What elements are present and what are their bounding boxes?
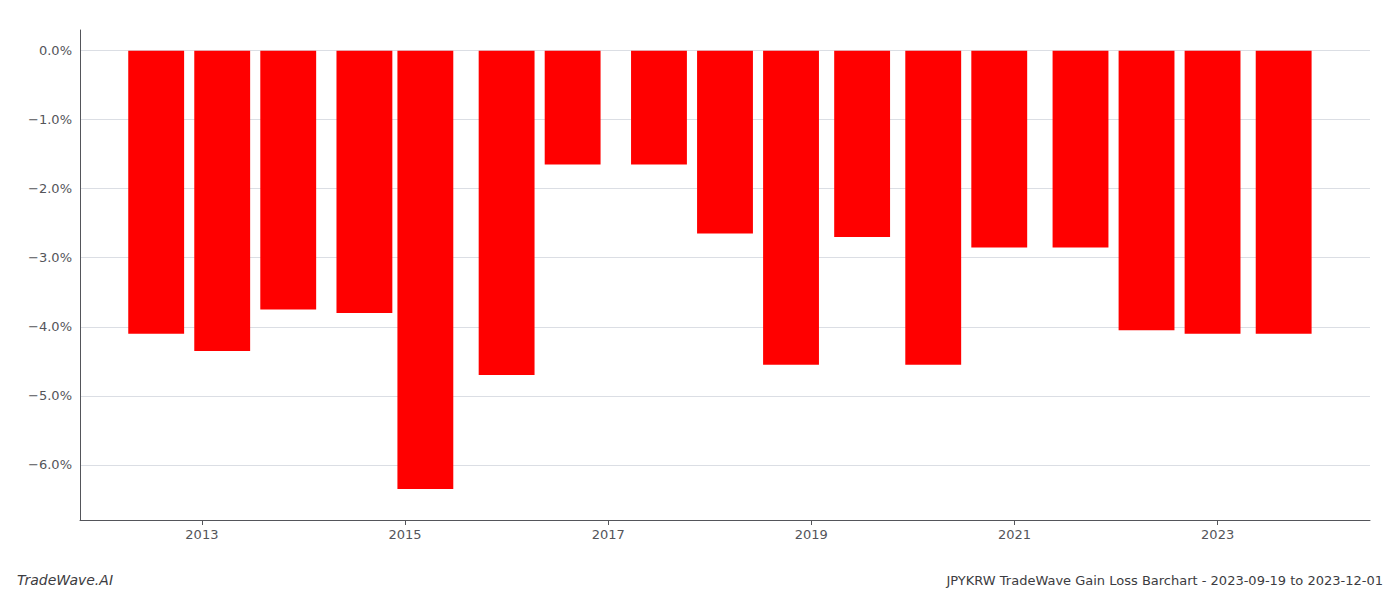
svg-text:−5.0%: −5.0% — [28, 388, 72, 403]
svg-text:−2.0%: −2.0% — [28, 181, 72, 196]
svg-text:−4.0%: −4.0% — [28, 319, 72, 334]
svg-text:−1.0%: −1.0% — [28, 112, 72, 127]
svg-text:JPYKRW TradeWave Gain Loss Bar: JPYKRW TradeWave Gain Loss Barchart - 20… — [945, 573, 1383, 588]
svg-text:2019: 2019 — [795, 527, 828, 542]
svg-text:2015: 2015 — [388, 527, 421, 542]
svg-text:0.0%: 0.0% — [39, 43, 72, 58]
svg-text:TradeWave.AI: TradeWave.AI — [17, 572, 113, 588]
svg-text:2023: 2023 — [1201, 527, 1234, 542]
svg-text:2013: 2013 — [185, 527, 218, 542]
svg-text:−6.0%: −6.0% — [28, 457, 72, 472]
svg-text:2017: 2017 — [592, 527, 625, 542]
svg-text:2021: 2021 — [998, 527, 1031, 542]
svg-text:−3.0%: −3.0% — [28, 250, 72, 265]
